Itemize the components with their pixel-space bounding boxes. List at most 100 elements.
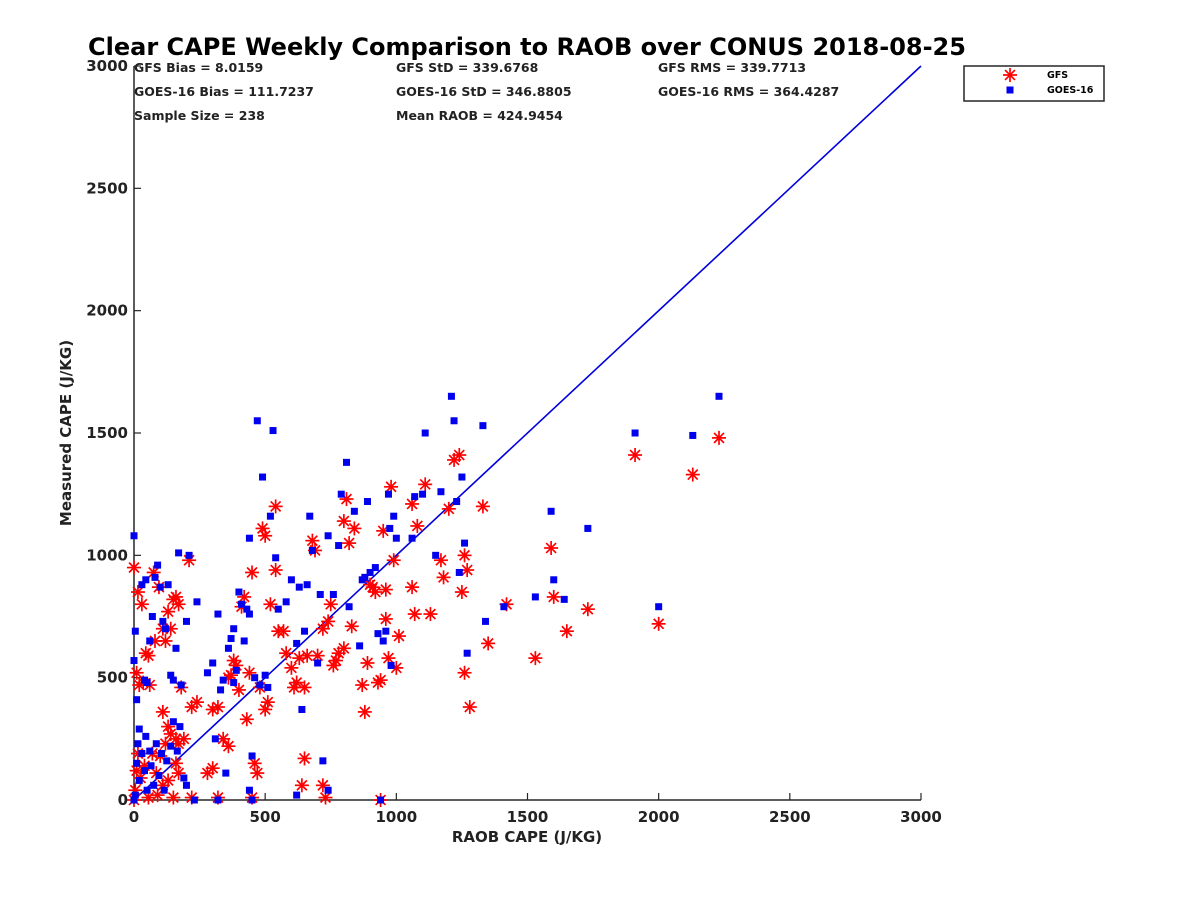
goes16-point [560,595,568,603]
legend-goes-marker [1006,86,1014,94]
asterisk-stroke [458,667,471,679]
goes16-point [256,681,264,689]
goes16-point [154,561,162,569]
x-tick-label: 1500 [507,808,549,826]
goes16-point [437,488,445,496]
gfs-point [276,624,291,639]
gfs-point [381,651,396,666]
goes16-point [169,718,177,726]
goes16-point [390,512,398,520]
asterisk-stroke [317,779,329,791]
series-gfs [127,430,727,807]
goes16-point [366,568,374,576]
asterisk-stroke [136,598,148,610]
gfs-point [134,597,149,612]
y-tick-label: 2000 [86,302,128,320]
gfs-point [305,533,320,548]
goes16-point [550,576,558,584]
y-tick-label: 500 [97,669,128,687]
goes16-point [142,576,150,584]
asterisk-stroke [424,608,436,620]
goes16-point [180,774,188,782]
asterisk-stroke [438,571,450,583]
goes16-point [392,534,400,542]
goes16-point [219,676,227,684]
goes16-point [547,507,555,515]
goes16-point [177,681,185,689]
goes16-point [298,705,306,713]
goes16-point [130,796,138,804]
gfs-point [321,614,336,629]
goes16-point [143,679,151,687]
goes16-point [193,598,201,606]
asterisk-stroke [264,598,276,610]
asterisk-stroke [477,500,489,512]
goes16-point [379,637,387,645]
goes-bias-stat: GOES-16 Bias = 111.7237 [134,84,314,99]
goes16-point [151,573,159,581]
goes16-point [266,512,274,520]
gfs-point [129,665,144,680]
asterisk-stroke [277,625,290,637]
asterisk-stroke [369,586,381,598]
gfs-point [347,521,362,536]
goes16-point [160,786,168,794]
goes16-point [371,564,379,572]
gfs-point [127,560,141,575]
legend-gfs-label: GFS [1047,70,1068,81]
gfs-point [344,619,359,634]
goes16-point [131,627,139,635]
goes16-point [631,429,639,437]
goes16-point [419,490,427,498]
gfs-point [628,448,643,463]
gfs-point [161,773,176,788]
goes16-point [287,576,295,584]
gfs-point [580,602,595,617]
gfs-point [294,778,309,793]
goes16-point [138,581,146,589]
goes16-point [463,649,471,657]
goes16-point [243,605,251,613]
gfs-point [433,553,448,568]
asterisk-stroke [545,542,557,554]
gfs-point [166,790,181,805]
legend-gfs-asterisk [1003,68,1017,82]
asterisk-stroke [285,662,297,674]
asterisk-stroke [128,562,140,574]
asterisk-stroke [322,615,334,627]
gfs-point [171,597,186,612]
gfs-point [171,766,186,781]
gfs-point [712,430,727,445]
asterisk-stroke [293,652,305,664]
goes16-point [158,750,166,758]
goes16-point [203,669,211,677]
gfs-point [685,467,700,482]
goes16-point [293,639,301,647]
gfs-point [452,448,467,463]
gfs-point [297,680,312,695]
goes16-point [230,679,238,687]
gfs-point [205,761,220,776]
gfs-point [315,621,330,636]
asterisk-stroke [548,591,560,603]
gfs-point [460,563,475,578]
goes16-point [411,493,419,501]
gfs-point [436,570,451,585]
asterisk-stroke [298,752,311,764]
goes16-point [251,674,259,682]
gfs-point [141,648,156,663]
goes16-point [227,635,235,643]
goes16-point [155,772,163,780]
goes16-point [324,532,332,540]
gfs-point [250,766,265,781]
asterisk-stroke [246,566,258,579]
goes16-point [164,581,172,589]
gfs-point [245,565,260,580]
goes16-point [248,752,256,760]
goes16-point [382,627,390,635]
gfs-point [336,514,351,529]
asterisk-stroke [249,757,261,769]
goes16-point [150,781,158,789]
x-tick-label: 2000 [638,808,680,826]
